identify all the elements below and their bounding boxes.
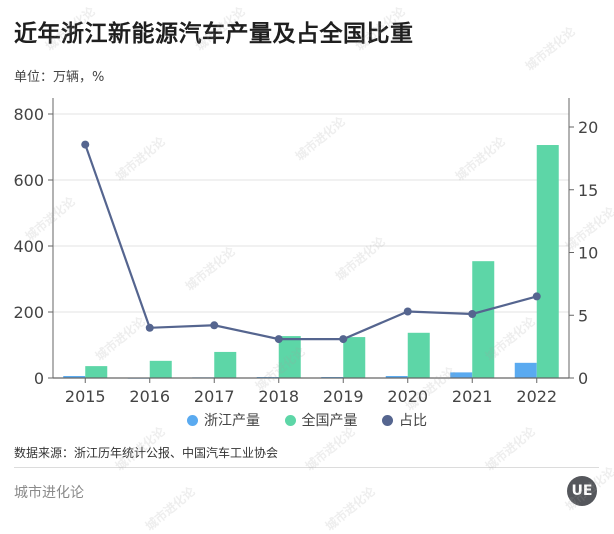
right-tick-label: 15 <box>578 181 598 200</box>
bar-national[interactable] <box>149 360 172 378</box>
left-tick-label: 600 <box>13 171 44 190</box>
share-point[interactable] <box>145 323 154 332</box>
bar-national[interactable] <box>85 366 108 378</box>
share-point[interactable] <box>274 335 283 344</box>
legend-item-share[interactable]: 占比 <box>381 410 427 430</box>
x-tick-label: 2015 <box>65 387 106 406</box>
left-tick-label: 400 <box>13 237 44 256</box>
share-point[interactable] <box>210 321 219 330</box>
x-tick-label: 2022 <box>516 387 557 406</box>
watermark-text: 城市进化论 <box>322 484 378 534</box>
left-tick-label: 800 <box>13 105 44 124</box>
bar-national[interactable] <box>278 336 301 378</box>
legend-dot-icon <box>187 414 199 426</box>
bar-zhejiang[interactable] <box>385 376 408 378</box>
legend-dot-icon <box>381 414 393 426</box>
right-tick-label: 5 <box>578 306 588 325</box>
x-tick-label: 2017 <box>194 387 235 406</box>
right-tick-label: 10 <box>578 244 598 263</box>
legend-label: 全国产量 <box>301 413 358 429</box>
x-tick-label: 2016 <box>129 387 170 406</box>
bar-national[interactable] <box>472 261 495 378</box>
share-point[interactable] <box>81 140 90 149</box>
bar-national[interactable] <box>343 337 366 378</box>
watermark-text: 城市进化论 <box>142 484 198 534</box>
combo-chart: 0 200 400 600 800 0 5 10 15 20 2015 2016 2017 2018 201… <box>13 98 598 406</box>
chart-title: 近年浙江新能源汽车产量及占全国比重 <box>14 21 414 47</box>
data-source-note: 数据来源：浙江历年统计公报、中国汽车工业协会 <box>14 446 279 460</box>
legend-label: 占比 <box>398 413 427 429</box>
share-point[interactable] <box>468 309 477 318</box>
bar-national[interactable] <box>536 145 559 378</box>
legend: 浙江产量 全国产量 占比 <box>0 410 614 430</box>
bar-national[interactable] <box>214 351 237 378</box>
x-tick-label: 2021 <box>452 387 493 406</box>
x-tick-label: 2020 <box>387 387 428 406</box>
share-point[interactable] <box>532 292 541 301</box>
unit-label: 单位：万辆，% <box>14 70 105 85</box>
legend-item-national[interactable]: 全国产量 <box>284 410 358 430</box>
right-tick-label: 0 <box>578 369 588 388</box>
right-tick-label: 20 <box>578 118 598 137</box>
bar-zhejiang[interactable] <box>514 362 537 378</box>
share-point[interactable] <box>403 307 412 316</box>
bar-national[interactable] <box>407 332 430 378</box>
brand-name: 城市进化论 <box>14 485 84 501</box>
footer-divider <box>14 467 599 468</box>
share-line <box>84 144 538 341</box>
brand-logo-icon: UE <box>567 476 597 506</box>
bar-zhejiang[interactable] <box>450 372 473 378</box>
left-tick-label: 0 <box>34 369 44 388</box>
legend-label: 浙江产量 <box>204 413 261 429</box>
legend-item-zhejiang[interactable]: 浙江产量 <box>187 410 260 430</box>
bar-zhejiang[interactable] <box>63 376 86 378</box>
left-tick-label: 200 <box>13 303 44 322</box>
x-tick-label: 2019 <box>323 387 364 406</box>
share-point[interactable] <box>339 335 348 344</box>
x-tick-label: 2018 <box>258 387 299 406</box>
legend-dot-icon <box>284 414 296 426</box>
